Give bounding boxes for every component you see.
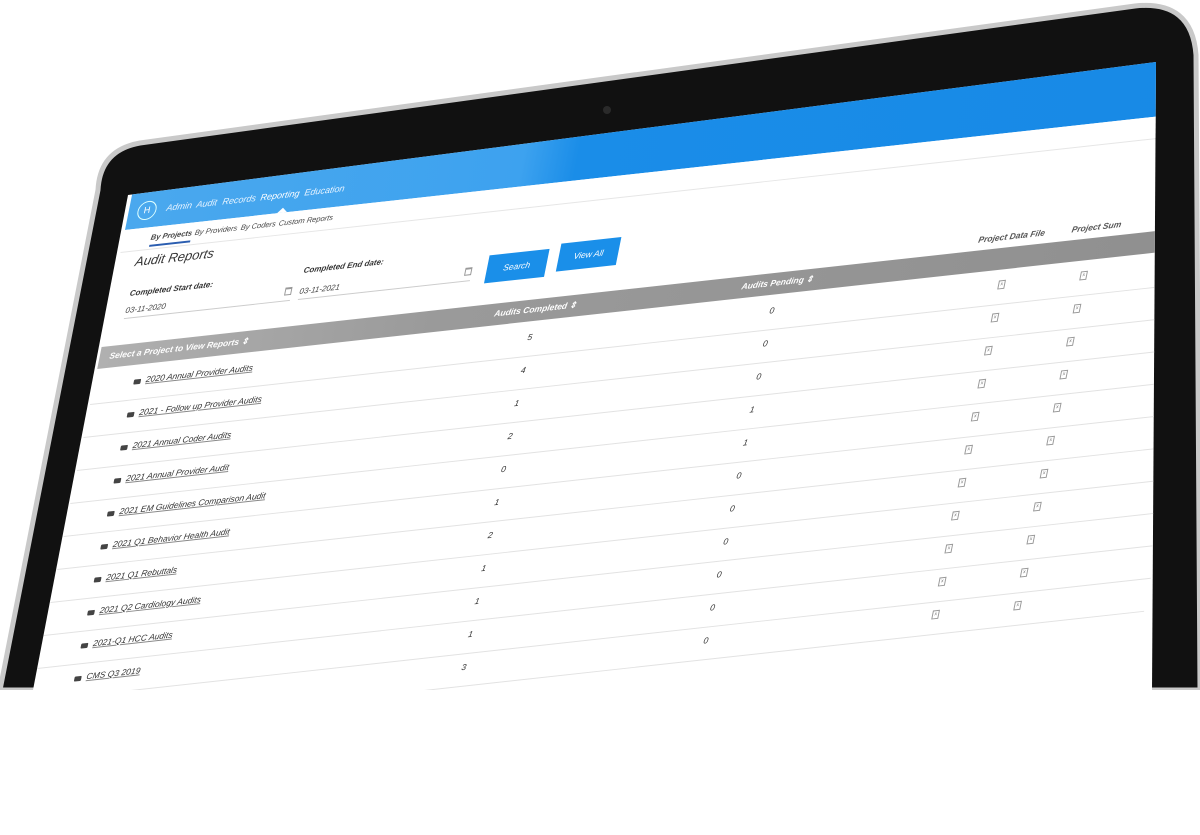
calendar-icon[interactable] [464, 267, 473, 276]
header-project-summary: Project Sum [1070, 219, 1123, 235]
folder-icon [126, 411, 135, 418]
camera-icon [603, 106, 611, 114]
folder-icon [80, 642, 89, 649]
project-link[interactable]: 2021 Annual Provider Audit [125, 461, 231, 484]
excel-file-icon[interactable]: x [1033, 501, 1042, 512]
folder-icon [106, 510, 115, 517]
excel-file-icon[interactable]: x [1059, 369, 1069, 380]
excel-file-icon[interactable]: x [997, 279, 1006, 290]
audits-completed-value: 1 [493, 496, 501, 508]
audits-completed-value: 4 [520, 364, 527, 376]
excel-file-icon[interactable]: x [977, 378, 987, 389]
audits-pending-value: 0 [755, 371, 763, 382]
excel-file-icon[interactable]: x [990, 312, 1000, 323]
project-link[interactable]: 2021 Q1 Rebuttals [105, 564, 179, 583]
nav-audit[interactable]: Audit [195, 197, 219, 210]
nav-records[interactable]: Records [221, 192, 258, 207]
header-audits-completed[interactable]: Audits Completed ⇕ [493, 299, 578, 319]
excel-file-icon[interactable]: x [1072, 303, 1082, 314]
folder-icon [67, 709, 75, 715]
start-date-value: 03-11-2020 [124, 301, 167, 316]
audits-completed-value: 0 [500, 463, 507, 475]
audits-pending-value: 0 [768, 305, 776, 316]
audits-completed-value: 1 [473, 595, 481, 607]
end-date-value: 03-11-2021 [298, 282, 341, 296]
audits-completed-value: 5 [526, 331, 534, 343]
folder-icon [73, 675, 82, 682]
excel-file-icon[interactable]: x [944, 543, 954, 554]
excel-file-icon[interactable]: x [957, 477, 967, 488]
project-link[interactable]: 2021 Q2 Cardiology Audits [98, 594, 203, 616]
header-project-data-file: Project Data File [977, 227, 1047, 245]
audits-pending-value: 0 [715, 569, 723, 580]
nav-admin[interactable]: Admin [165, 200, 194, 213]
calendar-icon[interactable] [284, 286, 293, 296]
audits-pending-value: 0 [722, 536, 730, 547]
audits-pending-value: 0 [762, 338, 769, 349]
excel-file-icon[interactable]: x [1019, 567, 1029, 578]
nav-reporting[interactable]: Reporting [259, 188, 301, 203]
folder-icon [120, 444, 128, 451]
tab-custom-reports[interactable]: Custom Reports [278, 212, 334, 228]
excel-file-icon[interactable]: x [1039, 468, 1049, 479]
excel-file-icon[interactable]: x [1066, 336, 1075, 347]
audits-pending-value: 1 [742, 437, 749, 448]
nav-education[interactable]: Education [303, 183, 346, 198]
audits-completed-value: 2 [487, 529, 494, 541]
folder-icon [100, 543, 109, 550]
audits-completed-value: 3 [460, 661, 468, 673]
excel-file-icon[interactable]: x [1013, 600, 1022, 611]
audits-completed-value: 1 [480, 562, 488, 574]
folder-icon [87, 609, 95, 616]
audits-pending-value: 0 [735, 470, 743, 481]
excel-file-icon[interactable]: x [984, 345, 993, 356]
audits-completed-value: 1 [513, 397, 521, 409]
audits-pending-value: 1 [748, 404, 756, 415]
view-all-button[interactable]: View All [555, 237, 622, 272]
audits-completed-value: 2 [506, 430, 514, 442]
excel-file-icon[interactable]: x [1052, 402, 1062, 413]
audits-pending-value: 0 [709, 602, 716, 613]
project-link[interactable]: CMS Q3 2019 [85, 665, 142, 682]
search-button[interactable]: Search [484, 248, 550, 284]
audits-pending-value: 0 [729, 503, 736, 514]
project-link[interactable]: 2021 Annual Coder Audits [131, 429, 233, 451]
excel-file-icon[interactable]: x [1046, 435, 1055, 446]
folder-icon [133, 378, 142, 385]
project-link[interactable]: 2021 Q1 Behavior Health Audit [112, 526, 231, 550]
audits-completed-value: 1 [467, 628, 474, 640]
tab-by-coders[interactable]: By Coders [240, 219, 277, 233]
tab-by-providers[interactable]: By Providers [194, 223, 239, 238]
project-link[interactable]: 2021-Q1 HCC Audits [92, 629, 174, 649]
excel-file-icon[interactable]: x [951, 510, 960, 521]
folder-icon [93, 576, 102, 583]
audits-pending-value: 0 [702, 635, 710, 646]
logo[interactable]: H [135, 199, 159, 222]
excel-file-icon[interactable]: x [970, 411, 980, 422]
tab-by-projects[interactable]: By Projects [149, 228, 194, 247]
excel-file-icon[interactable]: x [964, 444, 973, 455]
folder-icon [113, 477, 122, 484]
project-link[interactable]: 2020 Annual Provider Audits [145, 362, 255, 385]
end-date-label: Completed End date: [302, 257, 385, 275]
excel-file-icon[interactable]: x [937, 576, 947, 587]
excel-file-icon[interactable]: x [931, 609, 940, 620]
excel-file-icon[interactable]: x [1079, 270, 1088, 281]
project-link[interactable]: 2021 - Follow up Provider Audits [138, 393, 263, 418]
header-audits-pending[interactable]: Audits Pending ⇕ [740, 273, 815, 292]
excel-file-icon[interactable]: x [1026, 534, 1036, 545]
